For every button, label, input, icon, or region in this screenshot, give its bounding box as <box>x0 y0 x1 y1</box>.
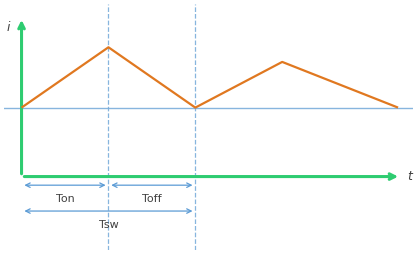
Text: i: i <box>6 21 10 34</box>
Text: Ton: Ton <box>55 194 74 204</box>
Text: Tsw: Tsw <box>98 220 118 230</box>
Text: Toff: Toff <box>142 194 162 204</box>
Text: t: t <box>407 170 412 183</box>
